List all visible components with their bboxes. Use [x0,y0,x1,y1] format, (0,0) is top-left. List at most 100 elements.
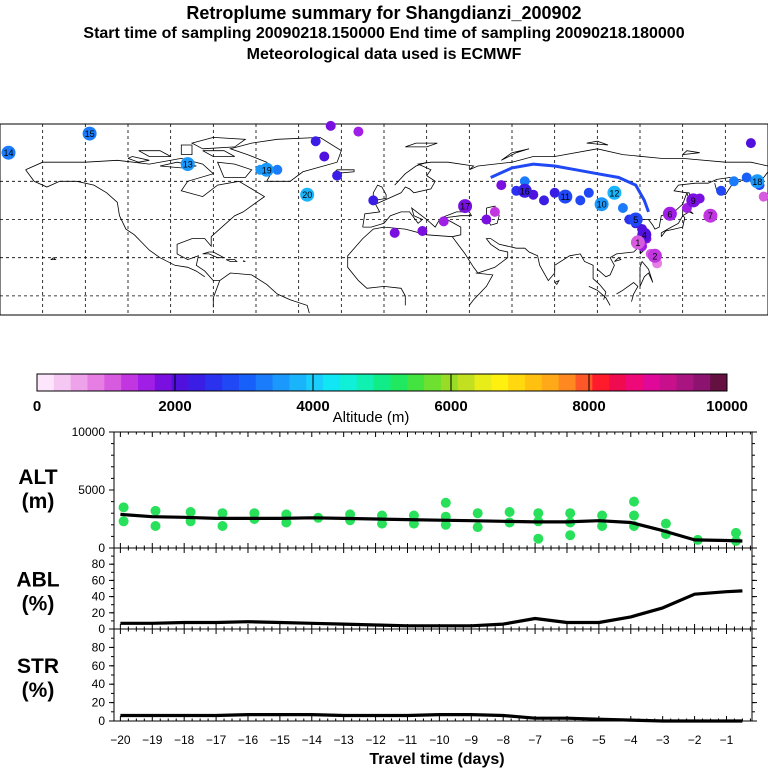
plume-dot [325,120,336,131]
x-tick-label: −15 [270,733,291,747]
plume-day-marker [517,183,532,198]
plume-day-label: 20 [302,190,312,200]
altitude-scatter-point [629,496,639,507]
coastline-path [243,260,246,262]
coastline-path [216,161,253,178]
plume-day-label: 2 [652,251,657,261]
x-tick-label: −20 [110,733,131,747]
y-tick-label: 80 [92,557,106,571]
plume-dot [272,164,283,175]
abl-series-line [120,589,743,628]
coastline-path [639,260,654,287]
plume-day-marker [662,206,677,221]
altitude-scatter-point [504,507,515,517]
chart-title: Retroplume summary for Shangdianzi_20090… [186,3,582,23]
coastline-path [441,211,473,218]
colorbar-cell [171,374,189,391]
plume-dot [489,206,500,217]
altitude-scatter-point [217,508,228,519]
coastline-path [394,161,427,186]
plume-dot [319,151,330,162]
plume-dot [758,191,768,202]
colorbar-tick-label: 0 [33,398,41,415]
plume-day-marker [594,197,609,212]
plume-day-marker [703,208,718,223]
time-series-panels: 1000050000ALT(m)020406080ABL(%)020406080… [16,425,757,747]
altitude-scatter-point [217,521,228,531]
coastline-path [660,215,686,237]
x-tick-label: −7 [528,733,542,747]
alt-series-line [120,512,743,543]
x-tick-label: −11 [398,733,418,747]
colorbar-tick-label: 4000 [296,398,329,415]
x-tick-label: −10 [429,733,450,747]
colorbar-cell [609,374,627,391]
plume-day-marker [686,193,701,208]
altitude-scatter-point [440,519,451,530]
colorbar-cell [440,374,459,391]
colorbar-cell [558,374,576,391]
plume-dot [583,187,594,198]
plume-dot [389,227,400,238]
colorbar-cell [222,374,240,391]
plume-dot [438,216,449,227]
plume-dot [481,214,492,225]
coastline-path [138,150,171,157]
coastline-path [682,150,700,155]
plume-day-label: 12 [609,188,619,198]
colorbar-cell [356,374,374,391]
plume-day-marker [458,199,473,214]
x-tick-label: −19 [142,733,163,747]
plume-day-marker [647,248,662,263]
coastline-path [202,251,225,259]
plume-day-label: 17 [460,202,470,212]
x-axis-label: Travel time (days) [369,751,504,768]
colorbar-cells [37,374,728,391]
plume-day-marker [628,212,643,227]
coastline-path [202,150,235,157]
coastline-path [159,161,197,169]
abl-panel: 0 20 40 60 80 ABL(%) [16,547,757,636]
colorbar-cell [407,374,425,391]
colorbar-cell [37,374,55,391]
plume-day-marker [558,189,573,204]
altitude-scatter-point [472,508,483,519]
colorbar-cell [272,374,290,391]
x-tick-label: −16 [238,733,259,747]
altitude-scatter-point [565,508,576,519]
colorbar-cell [323,374,341,391]
x-tick-label: −3 [656,733,670,747]
altitude-scatter-point [597,521,608,531]
met-data-note: Meteorological data used is ECMWF [246,46,522,63]
altitude-scatter-point [597,510,608,521]
y-tick-label: 0 [98,622,105,636]
plume-dot [332,170,343,181]
colorbar-cell [339,374,358,391]
x-tick-label: −12 [365,733,386,747]
altitude-scatter-point [281,517,292,528]
map-graticule [0,124,768,315]
plume-dot [417,226,428,236]
coastline-path [616,281,639,302]
plume-dot [496,180,507,191]
plume-day-label: 11 [561,192,570,202]
plume-day-label: 18 [752,177,762,187]
x-tick-label: −5 [592,733,606,747]
altitude-scatter-point [408,510,419,521]
colorbar-cell [659,374,677,391]
altitude-scatter-point [472,522,483,533]
altitude-colorbar: 0 2000 4000 6000 8000 10000 Altitude (m) [33,373,748,426]
colorbar-cell [508,374,526,391]
altitude-scatter-point [118,502,129,513]
y-tick-label: 60 [92,573,106,587]
plume-dot [310,136,321,147]
alt-panel: 10000 5000 0 ALT(m) [18,425,757,555]
altitude-scatter-point [377,518,387,529]
y-tick-label: 10000 [72,425,106,439]
colorbar-cell [306,374,324,391]
plume-day-marker [259,162,274,177]
x-tick-label: −4 [624,733,638,747]
x-tick-label: −14 [302,733,323,747]
altitude-scatter-point [185,507,196,517]
